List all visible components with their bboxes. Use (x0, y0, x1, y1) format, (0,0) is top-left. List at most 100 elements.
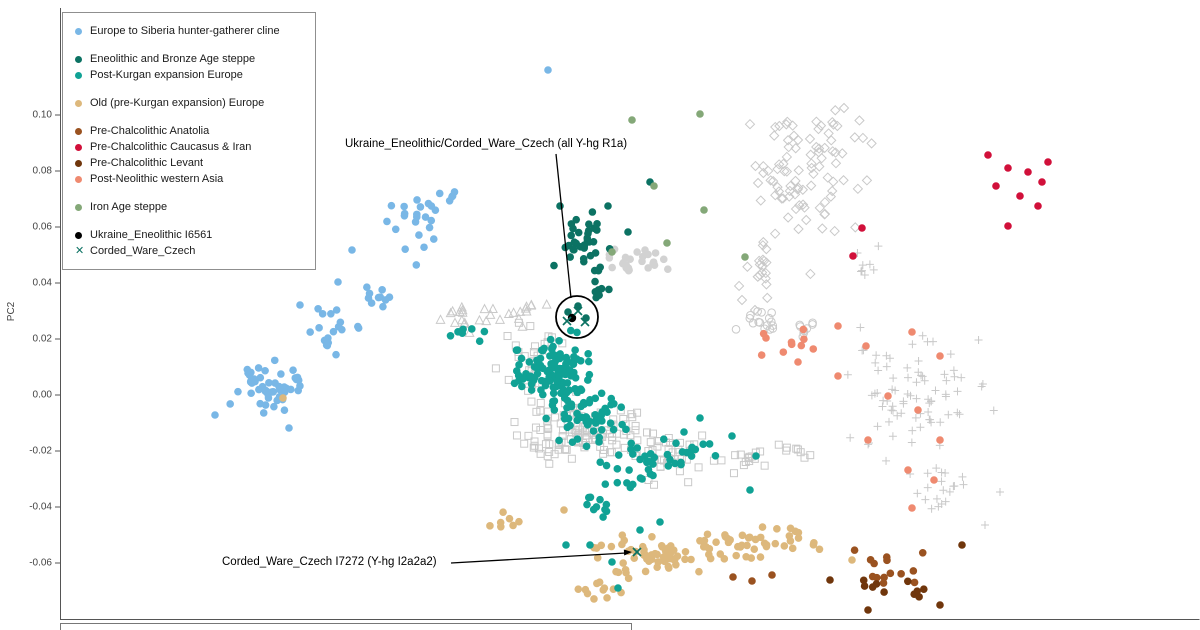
data-point (860, 271, 869, 280)
data-point (858, 261, 867, 270)
data-point (533, 356, 541, 365)
data-point (854, 115, 865, 126)
data-point (644, 250, 652, 259)
data-point (908, 504, 916, 512)
data-point (415, 231, 423, 239)
data-point (644, 465, 653, 474)
data-point (515, 361, 523, 369)
data-point (457, 304, 468, 315)
data-point (622, 425, 630, 434)
data-point (923, 337, 932, 346)
data-point (596, 458, 605, 467)
data-point (576, 357, 585, 365)
data-point (746, 311, 755, 320)
data-point (608, 248, 616, 256)
dot-marker-icon (75, 175, 90, 183)
data-point (256, 373, 265, 382)
data-point (731, 451, 740, 460)
dot-marker-icon (75, 203, 90, 211)
data-point (607, 394, 616, 403)
data-point (564, 308, 572, 316)
data-point (809, 345, 818, 353)
data-point (211, 411, 219, 419)
data-point (567, 400, 576, 408)
data-point (829, 225, 840, 237)
data-point (955, 410, 964, 419)
data-point (1016, 192, 1024, 200)
y-axis-label: PC2 (6, 301, 18, 322)
data-point (918, 372, 927, 381)
data-point (590, 595, 598, 603)
data-point (573, 328, 581, 337)
data-point (574, 585, 583, 593)
data-point (617, 403, 626, 411)
data-point (648, 532, 656, 541)
data-point (649, 471, 657, 480)
data-point (269, 387, 278, 396)
data-point (449, 317, 460, 327)
data-point (261, 386, 270, 395)
data-point (904, 373, 913, 382)
data-point (569, 245, 578, 254)
legend-item-eneolithic-and-bronze-age-steppe: Eneolithic and Bronze Age steppe (75, 51, 303, 67)
data-point (435, 189, 444, 198)
data-point (838, 102, 850, 114)
data-point (910, 578, 919, 587)
data-point (597, 425, 606, 434)
data-point (318, 310, 327, 318)
data-point (908, 340, 917, 349)
data-point (542, 414, 550, 423)
data-point (744, 118, 756, 130)
data-point (591, 277, 599, 286)
data-point (315, 324, 323, 332)
data-point (505, 514, 514, 523)
data-point (932, 464, 941, 473)
data-point (771, 539, 780, 548)
data-point (530, 373, 539, 382)
data-point (889, 406, 897, 415)
data-point (974, 335, 983, 344)
data-point (909, 567, 918, 575)
data-point (852, 183, 864, 195)
legend-item-label: Post-Kurgan expansion Europe (90, 69, 243, 81)
data-point (544, 66, 552, 74)
data-point (834, 322, 842, 330)
data-point (622, 263, 630, 272)
data-point (864, 436, 872, 444)
data-point (906, 391, 915, 400)
data-point (517, 354, 526, 363)
cutoff-legend-box (60, 623, 632, 630)
data-point (996, 488, 1004, 496)
data-point (694, 463, 703, 472)
data-point (782, 446, 791, 455)
data-point (585, 370, 594, 379)
data-point (606, 419, 615, 427)
data-point (569, 224, 577, 233)
data-point (543, 452, 552, 461)
data-point (363, 283, 371, 292)
legend-item-label: Europe to Siberia hunter-gatherer cline (90, 25, 280, 37)
data-point (580, 400, 588, 408)
legend-item-post-neolithic-western-asia: Post-Neolithic western Asia (75, 171, 303, 187)
data-point (785, 180, 796, 192)
data-point (354, 324, 363, 332)
data-point (567, 454, 576, 463)
legend-item-label: Ukraine_Eneolithic I6561 (90, 229, 213, 241)
data-point (447, 305, 458, 316)
data-point (729, 573, 737, 581)
data-point (644, 457, 652, 466)
data-point (1034, 202, 1042, 210)
data-point (687, 555, 695, 564)
x-marker-icon: ✕ (75, 246, 90, 257)
data-point (834, 372, 842, 380)
data-point (762, 334, 770, 342)
data-point (768, 571, 776, 579)
data-point (918, 548, 927, 557)
data-point (585, 220, 593, 228)
data-point (790, 175, 801, 187)
data-point (412, 261, 421, 269)
data-point (805, 268, 816, 280)
data-point (577, 386, 586, 395)
data-point (880, 573, 888, 582)
data-point (245, 371, 254, 379)
